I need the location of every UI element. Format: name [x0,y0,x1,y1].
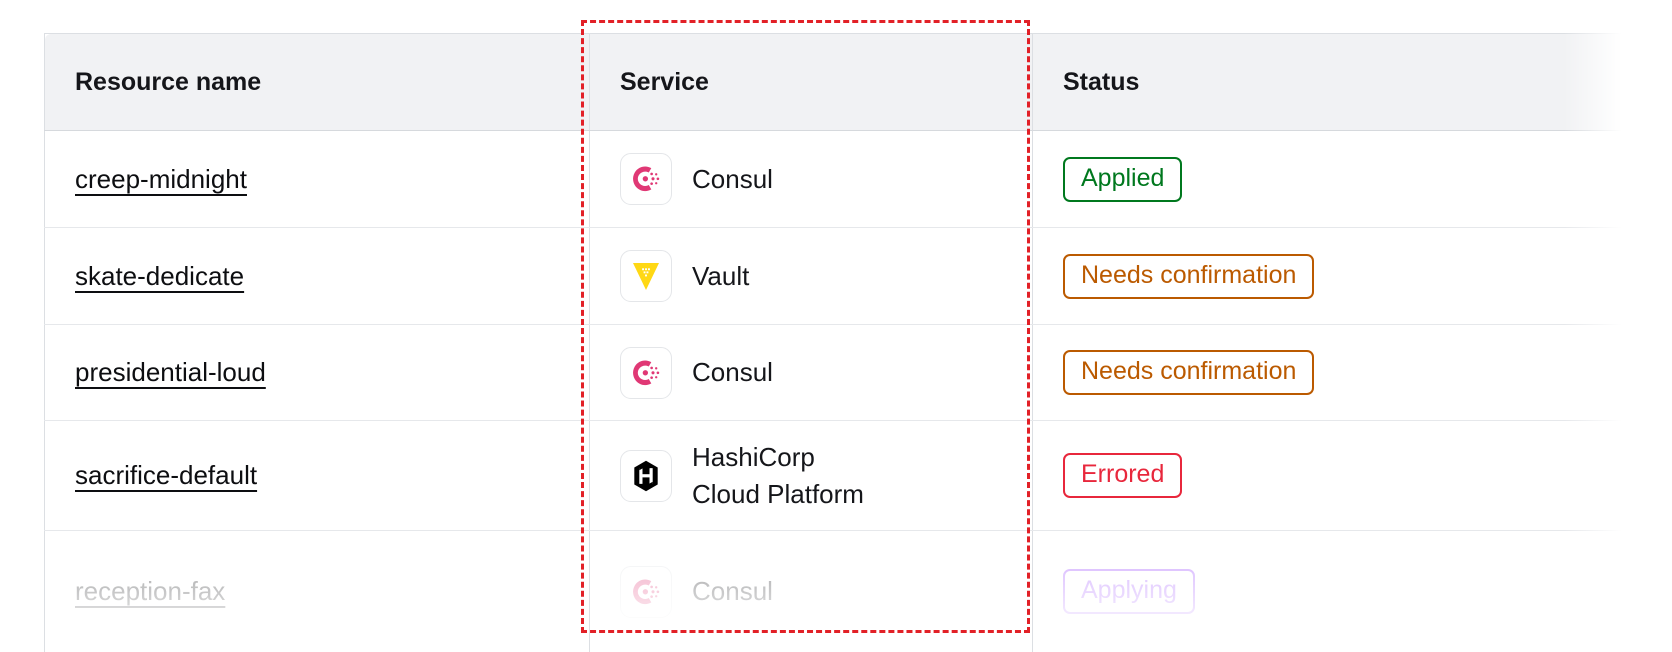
cell-service: HashiCorp Cloud Platform [589,420,1033,531]
status-badge: Applying [1063,569,1195,614]
cell-service: Consul [589,324,1033,421]
table-row: creep-midnight [44,130,1623,228]
resources-table: Resource name Service Status creep-midni… [44,33,1623,652]
cell-status: Needs confirmation [1032,324,1623,421]
hashicorp-icon [620,449,672,502]
cell-resource-name: presidential-loud [44,324,590,421]
table-header-row: Resource name Service Status [44,33,1623,131]
cell-resource-name: reception-fax [44,530,590,652]
cell-resource-name: creep-midnight [44,130,590,228]
consul-icon [620,346,672,399]
service-label: Consul [692,163,773,194]
table-row: reception-fax [44,530,1623,652]
table-row: presidential-loud [44,324,1623,421]
resource-link[interactable]: skate-dedicate [75,260,245,291]
cell-status: Applying [1032,530,1623,652]
table-row: sacrifice-default [44,420,1623,531]
service-label: Vault [692,260,750,291]
status-badge: Needs confirmation [1063,350,1315,395]
table-row: skate-dedicate [44,227,1623,325]
resource-link[interactable]: reception-fax [75,576,226,606]
consul-icon [620,153,672,205]
resource-link[interactable]: creep-midnight [75,163,247,194]
status-badge: Errored [1063,453,1183,498]
column-header-status[interactable]: Status [1032,33,1623,131]
vault-icon [620,250,672,302]
service-label: Consul [692,576,773,607]
service-label: Consul [692,357,773,388]
resource-link[interactable]: sacrifice-default [75,460,258,490]
consul-icon [620,565,672,618]
cell-service: Consul [589,530,1033,652]
cell-status: Applied [1032,130,1623,228]
cell-service: Vault [589,227,1033,325]
resources-table-container: Resource name Service Status creep-midni… [44,33,1634,652]
status-badge: Needs confirmation [1063,253,1315,299]
table-body: creep-midnight [44,130,1623,652]
table-header: Resource name Service Status [44,33,1623,131]
service-label: HashiCorp Cloud Platform [692,441,864,509]
resource-link[interactable]: presidential-loud [75,357,266,387]
column-header-service[interactable]: Service [589,33,1033,131]
status-badge: Applied [1063,156,1183,202]
cell-resource-name: skate-dedicate [44,227,590,325]
cell-service: Consul [589,130,1033,228]
column-header-resource-name[interactable]: Resource name [44,33,590,131]
cell-resource-name: sacrifice-default [44,420,590,531]
cell-status: Needs confirmation [1032,227,1623,325]
cell-status: Errored [1032,420,1623,531]
